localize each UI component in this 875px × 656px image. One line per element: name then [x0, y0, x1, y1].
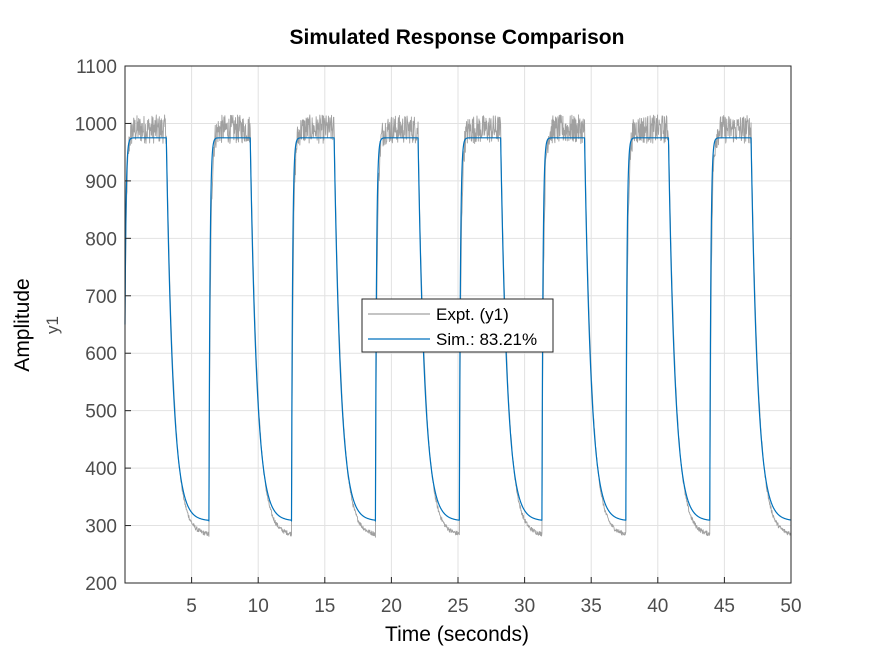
- y-tick-label: 1100: [76, 57, 117, 78]
- y-tick-label: 900: [85, 172, 117, 193]
- y-axis-label: Amplitude: [11, 278, 34, 371]
- y-tick-label: 200: [85, 574, 117, 595]
- x-tick-label: 35: [581, 596, 602, 617]
- chart-title: Simulated Response Comparison: [290, 26, 625, 49]
- x-axis-label: Time (seconds): [385, 623, 529, 646]
- y-tick-label: 800: [85, 229, 117, 250]
- x-tick-label: 45: [714, 596, 735, 617]
- legend-label-sim: Sim.: 83.21%: [436, 330, 537, 349]
- x-tick-label: 15: [314, 596, 335, 617]
- x-tick-label: 40: [647, 596, 668, 617]
- y-tick-label: 1000: [75, 114, 117, 135]
- y-tick-label: 300: [85, 517, 117, 538]
- y-axis-channel-label: y1: [43, 316, 62, 334]
- x-tick-label: 25: [447, 596, 468, 617]
- x-tick-label: 10: [248, 596, 269, 617]
- x-tick-label: 50: [780, 596, 801, 617]
- series-layer: [124, 114, 792, 538]
- y-tick-label: 500: [85, 402, 117, 423]
- x-tick-label: 20: [381, 596, 402, 617]
- ticks-layer: 5 10 15 20 25 30 35 40 45 50 200 300 400 500 600 700 800…: [75, 57, 802, 617]
- y-tick-label: 700: [85, 287, 117, 308]
- legend[interactable]: Expt. (y1) Sim.: 83.21%: [361, 298, 554, 353]
- x-tick-label: 5: [186, 596, 197, 617]
- legend-label-expt: Expt. (y1): [436, 305, 509, 324]
- y-tick-label: 400: [85, 459, 117, 480]
- y-tick-label: 600: [85, 344, 117, 365]
- x-tick-label: 30: [514, 596, 535, 617]
- legend-box: [361, 298, 554, 353]
- series-line-sim: [124, 137, 792, 522]
